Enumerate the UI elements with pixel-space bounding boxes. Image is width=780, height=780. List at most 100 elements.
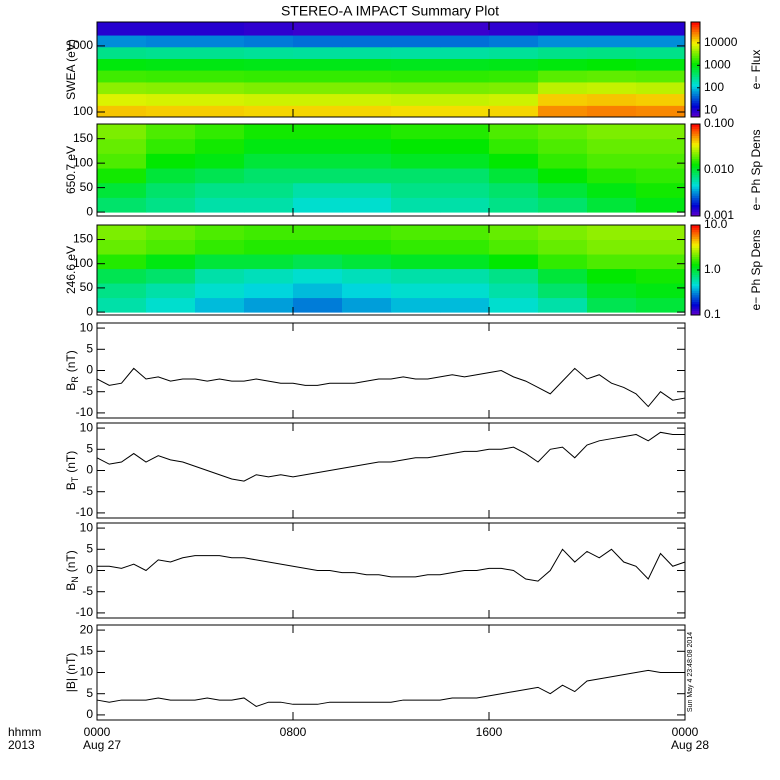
heatmap-cell xyxy=(587,297,637,313)
heatmap-cell xyxy=(391,46,441,59)
colorbar-step xyxy=(691,188,700,192)
heatmap-cell xyxy=(636,124,686,140)
y-tick-label: 0 xyxy=(86,463,93,477)
heatmap-cell xyxy=(636,182,686,198)
heatmap-cell xyxy=(146,22,196,36)
heatmap-cell xyxy=(538,283,588,299)
heatmap-cell xyxy=(293,70,343,83)
colorbar-step xyxy=(691,176,700,180)
x-axis-label: hhmm xyxy=(8,725,41,739)
colorbar-step xyxy=(691,90,700,94)
y-tick-label: -5 xyxy=(82,484,93,498)
y-tick-label: -5 xyxy=(82,384,93,398)
heatmap-cell xyxy=(195,46,245,59)
heatmap-cell xyxy=(244,254,294,270)
heatmap-cell xyxy=(440,93,490,106)
heatmap-cell xyxy=(538,124,588,140)
heatmap-cell xyxy=(97,105,147,118)
heatmap-cell xyxy=(97,81,147,95)
colorbar-label: e− Ph Sp Dens xyxy=(749,129,763,210)
line-trace xyxy=(97,548,686,582)
heatmap-cell xyxy=(342,254,392,270)
heatmap-cell xyxy=(587,197,637,213)
colorbar-step xyxy=(691,57,700,61)
heatmap-cell xyxy=(538,254,588,270)
heatmap-cell xyxy=(342,182,392,198)
colorbar-step xyxy=(691,292,700,296)
colorbar-step xyxy=(691,283,700,287)
colorbar-tick-label: 0.001 xyxy=(704,208,734,222)
y-axis-label-main: B xyxy=(64,583,78,591)
heatmap-cell xyxy=(146,153,196,169)
colorbar-step xyxy=(691,100,700,104)
y-tick-label: 50 xyxy=(80,280,94,294)
heatmap-cell xyxy=(244,81,294,95)
colorbar-step xyxy=(691,281,700,284)
y-tick-label: 5 xyxy=(86,441,93,455)
colorbar-step xyxy=(691,133,700,136)
heatmap-cell xyxy=(342,297,392,313)
heatmap-cell xyxy=(146,268,196,284)
panel-frame xyxy=(96,21,686,118)
y-axis-label-main: |B| (nT) xyxy=(64,653,78,693)
heatmap-cell xyxy=(97,168,147,184)
heatmap-cell xyxy=(489,93,539,106)
heatmap-cell xyxy=(587,46,637,59)
y-axis-label: BR (nT) xyxy=(64,350,80,391)
heatmap-cell xyxy=(146,197,196,213)
x-tick-label: 0000 xyxy=(84,725,111,739)
y-tick-label: 20 xyxy=(80,622,94,636)
heatmap-cell xyxy=(146,239,196,255)
heatmap-cell xyxy=(293,124,343,140)
heatmap-cell xyxy=(440,138,490,154)
y-axis-label-sub: N xyxy=(70,576,80,583)
heatmap-cell xyxy=(587,22,637,36)
heatmap-cell xyxy=(391,225,441,241)
colorbar-step xyxy=(691,158,700,162)
heatmap-cell xyxy=(587,35,637,48)
heatmap-cell xyxy=(538,197,588,213)
colorbar-step xyxy=(691,301,700,305)
line-trace xyxy=(96,669,685,707)
heatmap-cell xyxy=(391,182,441,198)
y-tick-label: 50 xyxy=(80,180,94,194)
colorbar-step xyxy=(691,74,700,78)
colorbar-step xyxy=(691,290,700,293)
heatmap-cell xyxy=(342,225,392,241)
x-tick-label: 1600 xyxy=(476,725,503,739)
y-axis-label-main: B xyxy=(64,482,78,490)
colorbar-step xyxy=(691,31,700,35)
y-tick-label: 10 xyxy=(80,420,94,434)
heatmap-cell xyxy=(538,225,588,241)
heatmap-cell xyxy=(195,35,245,48)
heatmap-cell xyxy=(538,105,588,118)
heatmap-cell xyxy=(587,153,637,169)
colorbar-step xyxy=(691,288,700,291)
heatmap-cell xyxy=(342,105,392,118)
colorbar-step xyxy=(691,254,700,257)
heatmap-cell xyxy=(293,81,343,95)
colorbar-step xyxy=(691,197,700,201)
heatmap-cell xyxy=(97,197,147,213)
colorbar-step xyxy=(691,98,700,101)
colorbar-step xyxy=(691,26,700,30)
heatmap-cell xyxy=(244,93,294,106)
heatmap-cell xyxy=(342,138,392,154)
heatmap-cell xyxy=(97,70,147,83)
heatmap-cell xyxy=(538,268,588,284)
heatmap-cell xyxy=(195,254,245,270)
colorbar-step xyxy=(691,183,700,187)
heatmap-cell xyxy=(391,70,441,83)
colorbar-step xyxy=(691,22,700,25)
heatmap-cell xyxy=(587,70,637,83)
panel-frame xyxy=(96,123,686,217)
colorbar-step xyxy=(691,294,700,298)
colorbar-tick-label: 10 xyxy=(704,102,718,116)
colorbar-step xyxy=(691,206,700,210)
colorbar-step xyxy=(691,147,700,150)
heatmap-cell xyxy=(636,283,686,299)
colorbar-step xyxy=(691,144,700,148)
heatmap-cell xyxy=(636,81,686,95)
y-axis-label-sub: T xyxy=(70,476,80,482)
